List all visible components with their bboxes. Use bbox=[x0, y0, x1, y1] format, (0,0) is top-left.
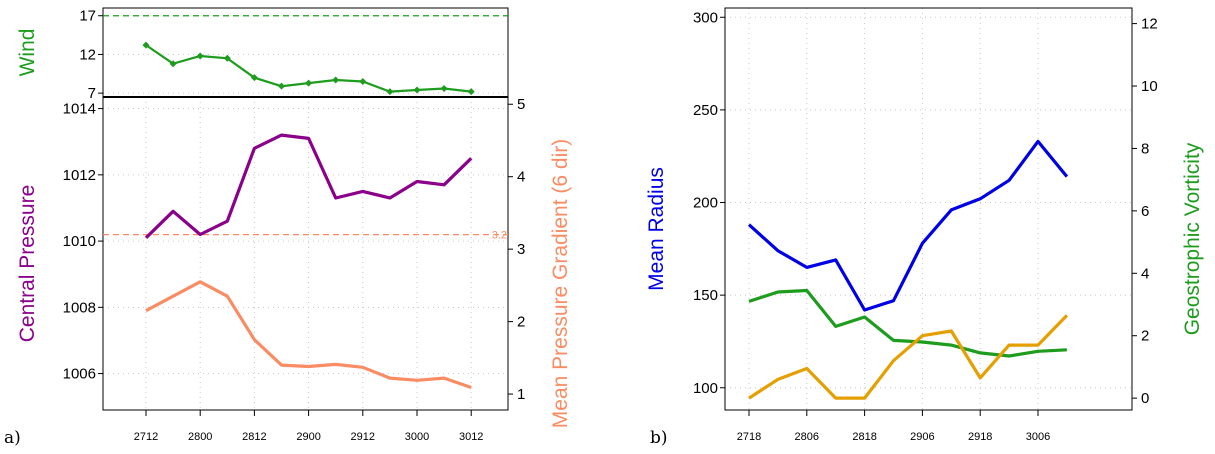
x-tick-label-2912: 2912 bbox=[351, 431, 375, 443]
gradient-y-tick-label-2: 2 bbox=[517, 314, 525, 331]
radius-y-tick-label-100: 100 bbox=[693, 380, 718, 397]
vorticity-y-tick-label-2: 2 bbox=[1141, 328, 1149, 345]
geostrophic-vorticity-line bbox=[748, 288, 1067, 358]
central-pressure-axis-label: Central Pressure bbox=[16, 185, 39, 343]
radius-y-tick-label-300: 300 bbox=[693, 9, 718, 26]
vorticity-y-tick-label-12: 12 bbox=[1141, 16, 1158, 33]
pressure-y-tick-label-1008: 1008 bbox=[63, 299, 96, 316]
wind-point-9 bbox=[386, 88, 394, 96]
radius-y-tick-label-250: 250 bbox=[693, 102, 718, 119]
wind-point-0 bbox=[142, 41, 150, 49]
x-tick-label-2812: 2812 bbox=[242, 431, 266, 443]
pressure-plot-frame bbox=[102, 96, 509, 411]
mean-radius-line bbox=[747, 139, 1069, 312]
pressure-gradient-line bbox=[145, 280, 472, 390]
x-tick-label-2900: 2900 bbox=[296, 431, 320, 443]
wind-point-10 bbox=[413, 86, 421, 94]
gradient-y-tick-label-3: 3 bbox=[517, 241, 525, 258]
pressure-y-tick-label-1014: 1014 bbox=[63, 101, 96, 118]
wind-point-4 bbox=[250, 74, 258, 82]
vorticity-y-tick-label-6: 6 bbox=[1141, 203, 1149, 220]
wind-point-11 bbox=[440, 84, 448, 92]
wind-point-8 bbox=[359, 78, 367, 86]
pressure-gradient-axis-label: Mean Pressure Gradient (6 dir) bbox=[549, 139, 572, 428]
b-x-tick-label-2906: 2906 bbox=[910, 431, 934, 443]
mean-radius-axis-label: Mean Radius bbox=[645, 167, 668, 291]
gradient-y-tick-label-4: 4 bbox=[517, 169, 525, 186]
gradient-y-tick-label-1: 1 bbox=[517, 386, 525, 403]
vorticity-axis-label: Geostrophic Vorticity bbox=[1181, 142, 1204, 335]
b-x-tick-label-2718: 2718 bbox=[737, 431, 761, 443]
b-x-tick-label-3006: 3006 bbox=[1026, 431, 1050, 443]
wind-point-5 bbox=[278, 82, 285, 90]
gradient-y-tick-label-5: 5 bbox=[517, 96, 525, 113]
wind-point-12 bbox=[467, 88, 475, 96]
wind-point-7 bbox=[332, 76, 340, 84]
central-pressure-line bbox=[144, 133, 473, 239]
pressure-y-tick-label-1006: 1006 bbox=[63, 366, 96, 383]
pressure-y-tick-label-1010: 1010 bbox=[63, 233, 96, 250]
pressure-y-tick-label-1012: 1012 bbox=[63, 167, 96, 184]
orange-series-line bbox=[748, 314, 1069, 400]
radius-y-tick-label-200: 200 bbox=[693, 195, 718, 212]
radius-plot-frame bbox=[724, 7, 1133, 411]
wind-point-2 bbox=[196, 52, 204, 60]
panel-label-a: a) bbox=[4, 428, 21, 448]
gradient-reference-label: 3.2 bbox=[492, 230, 507, 242]
x-tick-label-3012: 3012 bbox=[459, 431, 483, 443]
b-x-tick-label-2806: 2806 bbox=[795, 431, 819, 443]
wind-point-3 bbox=[223, 54, 231, 62]
radius-y-tick-label-150: 150 bbox=[693, 287, 718, 304]
wind-y-tick-label-12: 12 bbox=[79, 46, 96, 63]
vorticity-y-tick-label-8: 8 bbox=[1141, 140, 1149, 157]
panel-label-b: b) bbox=[650, 428, 668, 448]
wind-y-tick-label-17: 17 bbox=[79, 8, 96, 25]
wind-y-tick-label-7: 7 bbox=[88, 85, 96, 102]
b-x-tick-label-2818: 2818 bbox=[852, 431, 876, 443]
vorticity-y-tick-label-10: 10 bbox=[1141, 78, 1158, 95]
x-tick-label-3000: 3000 bbox=[405, 431, 429, 443]
x-tick-label-2712: 2712 bbox=[134, 431, 158, 443]
wind-point-6 bbox=[305, 79, 313, 87]
vorticity-y-tick-label-4: 4 bbox=[1141, 265, 1149, 282]
wind-point-1 bbox=[169, 60, 177, 68]
wind-axis-label: Wind bbox=[16, 29, 39, 77]
x-tick-label-2800: 2800 bbox=[188, 431, 212, 443]
vorticity-y-tick-label-0: 0 bbox=[1141, 390, 1149, 407]
b-x-tick-label-2918: 2918 bbox=[968, 431, 992, 443]
